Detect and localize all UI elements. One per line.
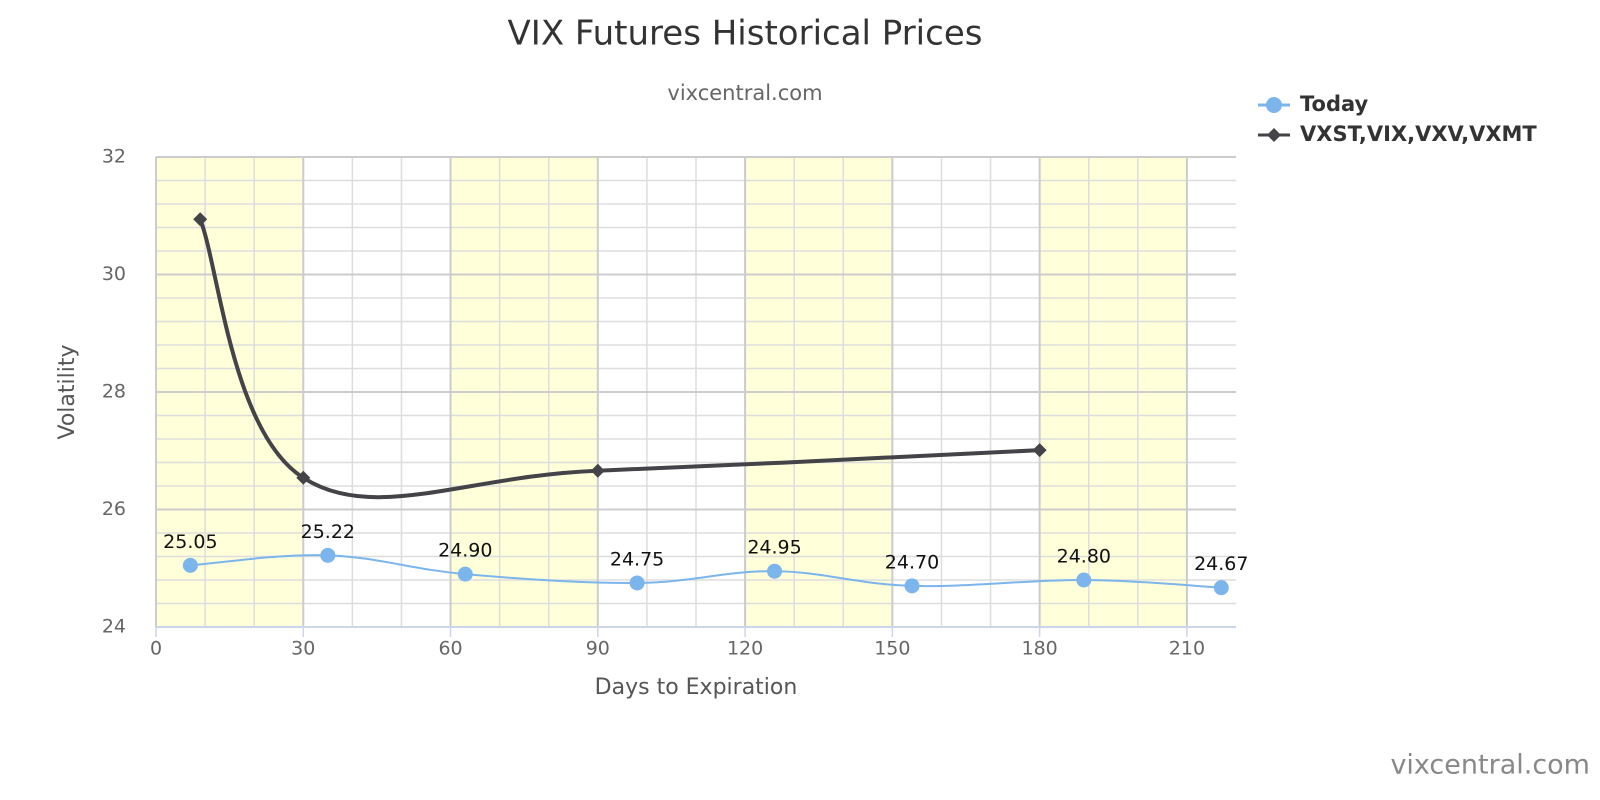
marker	[1267, 128, 1281, 142]
marker	[182, 557, 198, 573]
y-tick-label: 26	[102, 498, 126, 520]
legend-label: VXST,VIX,VXV,VXMT	[1300, 122, 1537, 146]
x-tick-label: 0	[150, 638, 162, 660]
series-line	[198, 218, 1040, 500]
marker	[1076, 572, 1092, 588]
chart-title: VIX Futures Historical Prices	[508, 14, 983, 54]
chart-subtitle: vixcentral.com	[667, 81, 822, 105]
data-label: 24.90	[438, 540, 492, 562]
x-tick-label: 210	[1169, 638, 1205, 660]
y-axis-label: Volatility	[55, 344, 80, 439]
data-label: 25.05	[163, 531, 217, 553]
y-tick-label: 24	[102, 616, 126, 638]
data-label: 24.67	[1194, 553, 1248, 575]
data-label: 24.75	[610, 548, 664, 570]
marker	[904, 578, 920, 594]
data-label: 24.95	[747, 537, 801, 559]
legend-label: Today	[1300, 92, 1369, 116]
marker	[1266, 97, 1282, 113]
data-label: 24.70	[885, 551, 939, 573]
marker	[590, 463, 605, 478]
marker	[1213, 580, 1229, 596]
data-label: 25.22	[301, 521, 355, 543]
x-tick-label: 120	[727, 638, 763, 660]
marker	[1032, 443, 1047, 458]
marker	[629, 575, 645, 591]
marker	[193, 212, 208, 227]
marker	[767, 563, 783, 579]
x-tick-label: 60	[438, 638, 462, 660]
marker	[296, 470, 311, 485]
x-tick-label: 180	[1022, 638, 1058, 660]
y-tick-label: 28	[102, 381, 126, 403]
x-tick-label: 150	[874, 638, 910, 660]
y-tick-label: 32	[102, 146, 126, 168]
credits: vixcentral.com	[1390, 750, 1590, 781]
x-tick-label: 90	[586, 638, 610, 660]
series-line	[190, 554, 1222, 589]
y-tick-label: 30	[102, 263, 126, 285]
x-axis-label: Days to Expiration	[595, 675, 798, 700]
data-label: 24.80	[1057, 546, 1111, 568]
marker	[457, 566, 473, 582]
marker	[320, 547, 336, 563]
x-tick-label: 30	[291, 638, 315, 660]
